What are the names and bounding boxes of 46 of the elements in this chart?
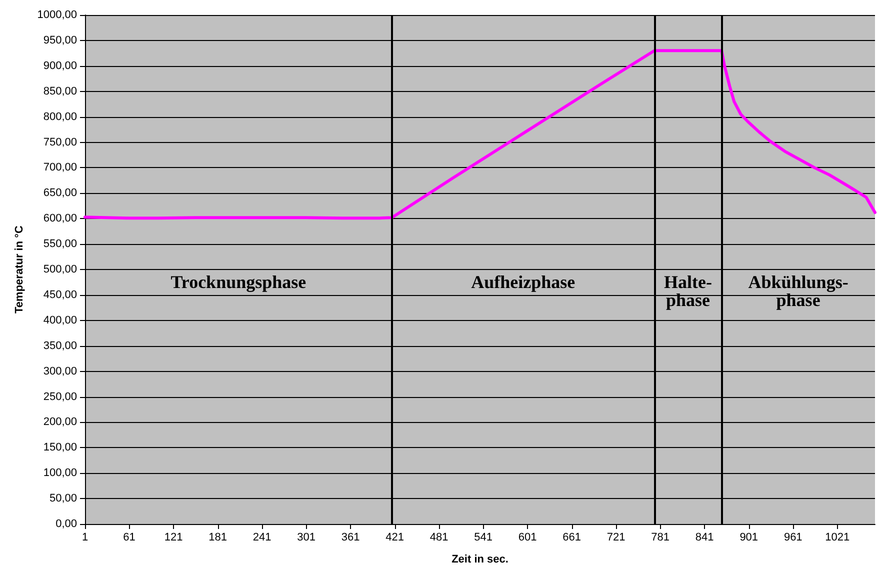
x-tick-label: 1 [82, 532, 88, 544]
y-tick-label: 350,00 [43, 340, 77, 352]
x-tick-label: 421 [386, 532, 404, 544]
y-tick-label: 100,00 [43, 467, 77, 480]
y-tick-label: 1000,00 [37, 9, 77, 21]
y-tick-label: 750,00 [43, 136, 77, 148]
y-tick-label: 900,00 [43, 60, 77, 72]
x-tick-label: 781 [651, 532, 670, 544]
x-tick-label: 241 [252, 532, 272, 544]
y-tick-label: 850,00 [43, 85, 77, 98]
x-tick-label: 1021 [825, 532, 850, 544]
x-tick-label: 481 [430, 532, 448, 544]
x-tick-label: 841 [695, 532, 714, 544]
x-tick-label: 301 [297, 532, 316, 544]
y-tick-label: 650,00 [43, 187, 77, 200]
y-tick-label: 300,00 [43, 365, 77, 378]
y-tick-label: 400,00 [43, 314, 77, 326]
y-tick-label: 0,00 [56, 518, 77, 530]
x-tick-label: 661 [562, 532, 582, 544]
annotation: Trocknungsphase [170, 272, 306, 292]
x-tick-label: 961 [784, 532, 802, 544]
y-tick-label: 150,00 [43, 442, 77, 454]
y-tick-label: 550,00 [43, 238, 77, 250]
y-tick-label: 950,00 [43, 34, 77, 46]
line-series [84, 49, 876, 220]
x-tick-label: 61 [123, 532, 136, 544]
x-tick-label: 361 [341, 532, 360, 544]
x-tick-label: 121 [164, 532, 183, 544]
x-tick-label: 901 [740, 532, 758, 544]
y-tick-label: 500,00 [43, 264, 77, 276]
y-tick-label: 50,00 [49, 492, 77, 505]
x-tick-label: 181 [208, 532, 227, 544]
y-tick-label: 600,00 [43, 212, 77, 225]
y-tick-label: 800,00 [43, 110, 77, 123]
annotation: Halte- phase [664, 272, 712, 310]
x-tick-label: 541 [474, 532, 492, 544]
annotation: Aufheizphase [471, 272, 576, 292]
x-axis-title: Zeit in sec. [452, 554, 508, 566]
annotation: Abkühlungs- phase [748, 272, 848, 310]
y-tick-label: 250,00 [43, 390, 77, 403]
y-tick-label: 700,00 [43, 162, 77, 174]
y-axis-title: Temperatur in °C [14, 225, 26, 314]
x-tick-label: 601 [518, 532, 537, 544]
y-tick-label: 200,00 [43, 416, 77, 428]
y-tick-label: 450,00 [43, 288, 77, 301]
x-tick-label: 721 [606, 532, 626, 544]
